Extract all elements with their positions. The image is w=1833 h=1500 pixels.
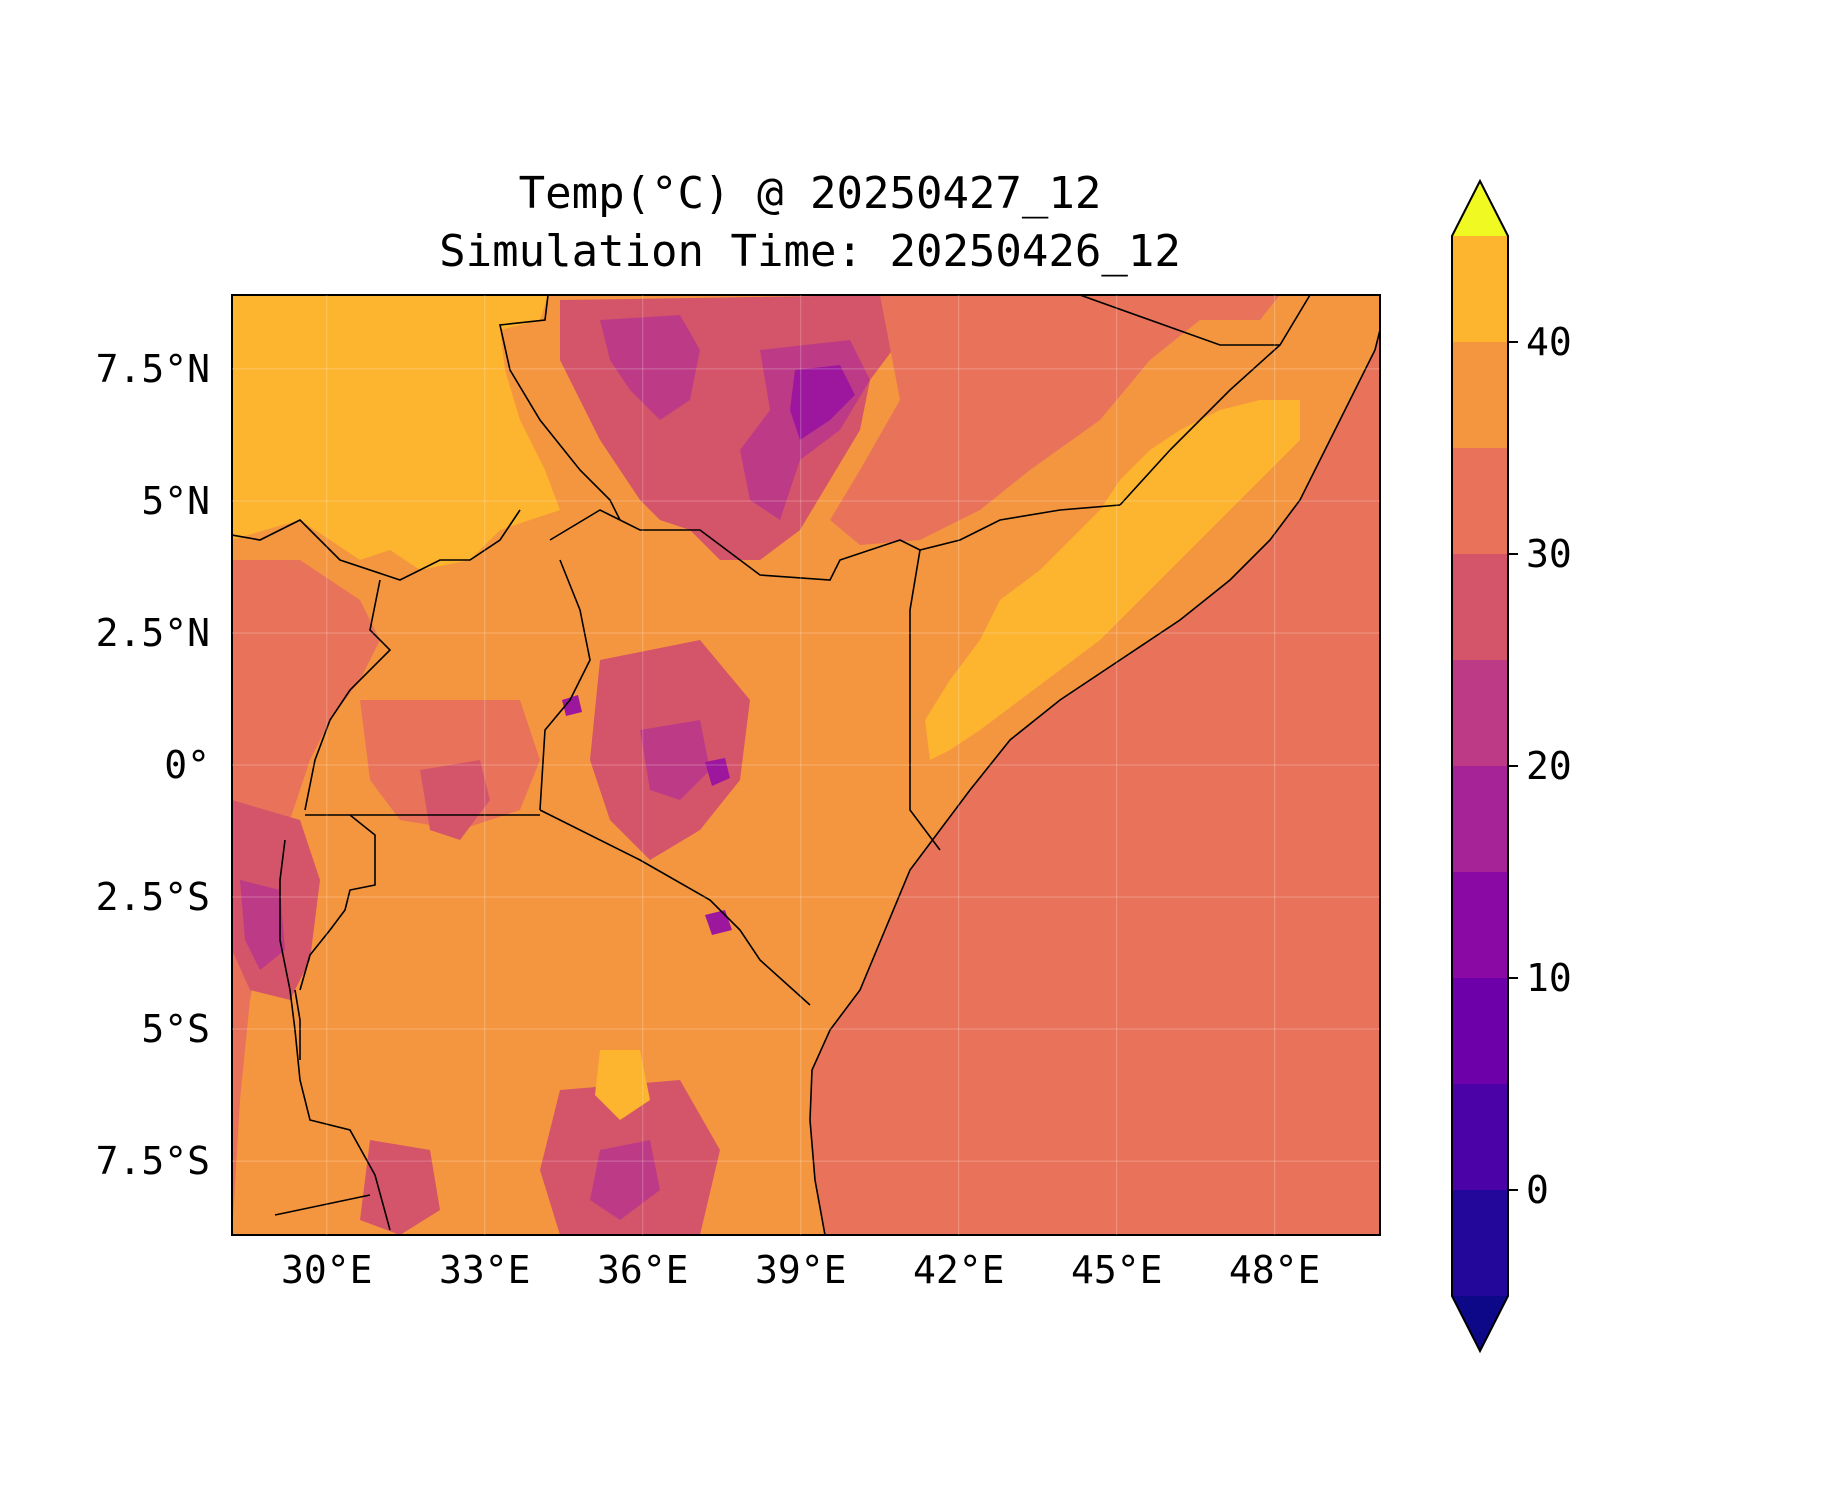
temp-zone-tanzania-central-hot xyxy=(595,1050,650,1120)
temp-zone-mt-kenya xyxy=(705,758,730,786)
lon-tick-label: 39°E xyxy=(755,1248,847,1292)
colorbar-segment xyxy=(1452,1084,1508,1190)
coastline xyxy=(809,329,1380,1235)
temp-zone-elgon xyxy=(562,695,582,716)
map-borders xyxy=(232,295,1380,1235)
border-uganda-kenya xyxy=(539,559,591,811)
colorbar-segment xyxy=(1452,448,1508,554)
colorbar-segment xyxy=(1452,660,1508,766)
border-ethiopia-djibouti xyxy=(1079,295,1280,346)
temp-zone-somalia-hot xyxy=(925,400,1300,760)
lon-tick-label: 42°E xyxy=(913,1248,1005,1292)
colorbar-extend-low xyxy=(1452,1296,1508,1351)
lon-tick-label: 30°E xyxy=(281,1248,373,1292)
temp-zone-tanzania-south-cool xyxy=(590,1140,660,1220)
colorbar-segment xyxy=(1452,766,1508,872)
lon-tick-label: 45°E xyxy=(1071,1248,1163,1292)
border-drc-west xyxy=(294,989,301,1060)
lon-tick-label: 33°E xyxy=(439,1248,531,1292)
border-kenya-somalia xyxy=(909,549,941,851)
colorbar-tick-label: 40 xyxy=(1526,320,1572,364)
border-ethiopia-somalia xyxy=(1119,295,1311,506)
colorbar-outline xyxy=(1451,178,1509,1354)
colorbar-extend-high xyxy=(1452,181,1508,236)
lat-tick-label: 2.5°S xyxy=(96,875,210,919)
ocean xyxy=(810,330,1380,1235)
border-tanzania-kenya xyxy=(539,809,811,1006)
latitude-ticks: 7.5°N 5°N 2.5°N 0° 2.5°S 5°S 7.5°S xyxy=(96,347,1380,1183)
lat-tick-label: 7.5°N xyxy=(96,347,210,391)
border-drc-tanzania xyxy=(279,839,391,1231)
lat-tick-label: 5°S xyxy=(141,1007,210,1051)
border-zambia xyxy=(274,1194,371,1216)
lat-tick-label: 7.5°S xyxy=(96,1139,210,1183)
lat-tick-label: 0° xyxy=(164,743,210,787)
temp-zone-kenya-cool xyxy=(640,720,710,800)
temp-zone-uganda xyxy=(232,560,380,1235)
colorbar-tick-label: 20 xyxy=(1526,744,1572,788)
border-sudan-southsudan xyxy=(232,509,521,581)
colorbar-segment xyxy=(1452,978,1508,1084)
lat-tick-label: 2.5°N xyxy=(96,611,210,655)
temp-zone-western-rift-cool xyxy=(240,880,285,970)
lat-tick-label: 5°N xyxy=(141,479,210,523)
lon-tick-label: 36°E xyxy=(597,1248,689,1292)
temp-zone-tanzania-west xyxy=(360,1140,440,1235)
temp-zone-lake-victoria-cool xyxy=(420,760,490,840)
longitude-ticks: 30°E 33°E 36°E 39°E 42°E 45°E 48°E xyxy=(281,295,1320,1292)
colorbar-segment xyxy=(1452,236,1508,342)
map-panel xyxy=(232,295,1380,1235)
temp-zone-ethiopia-cool xyxy=(600,315,700,420)
colorbar-segment xyxy=(1452,1190,1508,1296)
border-southsudan-kenya xyxy=(549,504,1121,581)
colorbar-tick-label: 10 xyxy=(1526,956,1572,1000)
border-rwanda-burundi xyxy=(299,814,376,991)
colorbar-tick-label: 0 xyxy=(1526,1168,1549,1212)
colorbar-segment xyxy=(1452,342,1508,448)
map-frame xyxy=(231,294,1381,1236)
colorbar-tick-label: 30 xyxy=(1526,532,1572,576)
colorbar-segment xyxy=(1452,554,1508,660)
colorbar-segment xyxy=(1452,872,1508,978)
chart-subtitle: Simulation Time: 20250426_12 xyxy=(439,226,1181,277)
lon-tick-label: 48°E xyxy=(1229,1248,1321,1292)
temp-zone-ethiopia-cold xyxy=(790,365,855,440)
chart-title: Temp(°C) @ 20250427_12 xyxy=(518,168,1102,219)
border-southsudan-ethiopia xyxy=(499,295,621,521)
temp-zone-northwest-hot xyxy=(232,295,560,570)
temp-zone-ogaden xyxy=(830,295,1280,545)
border-uganda-drc xyxy=(304,579,392,811)
colorbar: 0 10 20 30 40 xyxy=(1451,178,1572,1354)
